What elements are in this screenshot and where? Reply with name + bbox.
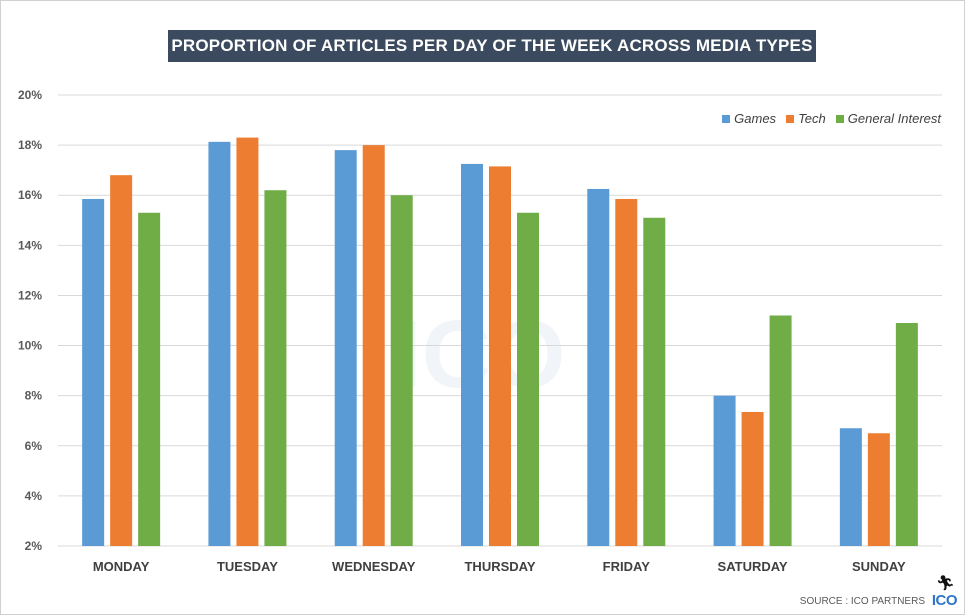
bar-general-interest (138, 212, 161, 546)
legend-swatch (786, 114, 795, 123)
y-tick-label: 16% (18, 188, 42, 202)
legend: Games Tech General Interest (722, 111, 941, 126)
source-note: SOURCE : ICO PARTNERS (799, 596, 925, 607)
x-tick-label: FRIDAY (603, 559, 651, 574)
bar-tech (110, 175, 133, 546)
bar-games (461, 163, 483, 546)
legend-item-tech: Tech (786, 111, 826, 126)
ico-logo: ICO (931, 592, 958, 609)
bar-games (839, 428, 862, 546)
legend-item-games: Games (722, 111, 776, 126)
bar-tech (741, 411, 764, 546)
bar-games (208, 141, 231, 546)
legend-item-general-interest: General Interest (835, 111, 941, 126)
legend-label: General Interest (847, 111, 941, 126)
legend-label: Tech (798, 111, 826, 126)
legend-swatch (722, 114, 731, 123)
x-tick-label: SATURDAY (718, 559, 788, 574)
bar-tech (489, 166, 511, 547)
bar-tech (236, 137, 259, 546)
bar-games (82, 198, 105, 546)
bar-general-interest (769, 315, 792, 546)
x-tick-label: THURSDAY (464, 559, 535, 574)
bar-general-interest (390, 195, 413, 546)
y-tick-label: 14% (18, 238, 42, 252)
legend-swatch (835, 114, 844, 123)
bar-tech (615, 198, 638, 546)
bar-general-interest (895, 323, 918, 546)
y-tick-label: 6% (25, 439, 43, 453)
bar-games (713, 395, 736, 546)
y-tick-label: 10% (18, 339, 42, 353)
y-tick-label: 20% (18, 88, 42, 102)
legend-label: Games (734, 111, 777, 126)
bar-tech (867, 433, 890, 546)
y-tick-label: 12% (18, 288, 42, 302)
x-tick-label: MONDAY (93, 559, 150, 574)
y-tick-label: 2% (25, 539, 43, 553)
bar-games (587, 188, 610, 547)
bar-general-interest (643, 217, 666, 546)
bar-tech (362, 145, 385, 546)
bar-games (334, 150, 357, 546)
bar-general-interest (517, 212, 539, 546)
y-tick-label: 18% (18, 138, 42, 152)
bar-general-interest (264, 190, 287, 546)
runner-icon: 🏃︎ (935, 575, 955, 592)
x-tick-label: TUESDAY (217, 559, 278, 574)
x-tick-label: WEDNESDAY (332, 559, 416, 574)
chart-title: PROPORTION OF ARTICLES PER DAY OF THE WE… (168, 30, 816, 62)
x-tick-label: SUNDAY (852, 559, 906, 574)
y-tick-label: 4% (25, 489, 43, 503)
y-tick-label: 8% (25, 389, 43, 403)
